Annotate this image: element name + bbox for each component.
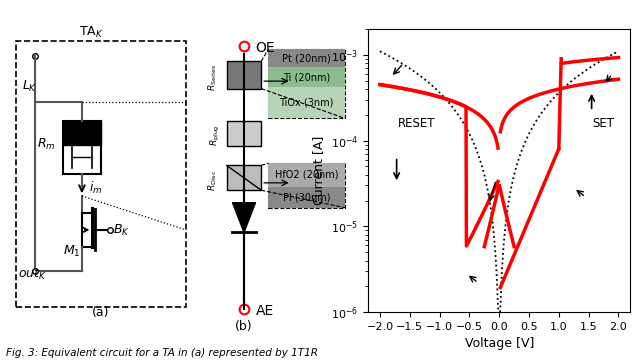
Bar xyxy=(227,61,261,89)
Y-axis label: Current [A]: Current [A] xyxy=(312,136,325,205)
X-axis label: Voltage [V]: Voltage [V] xyxy=(465,338,534,350)
Text: $i_m$: $i_m$ xyxy=(88,180,102,196)
Text: Pl (30nm): Pl (30nm) xyxy=(283,192,330,202)
Text: $out_K$: $out_K$ xyxy=(18,267,47,282)
Text: SET: SET xyxy=(593,117,614,130)
Text: $\mathrm{TA}_K$: $\mathrm{TA}_K$ xyxy=(79,25,104,40)
Bar xyxy=(269,187,345,208)
Bar xyxy=(227,166,261,190)
Text: (b): (b) xyxy=(235,321,253,334)
Text: Ti (20nm): Ti (20nm) xyxy=(283,72,330,82)
Text: $R_{\rm Series}$: $R_{\rm Series}$ xyxy=(207,64,220,91)
Bar xyxy=(269,49,345,68)
Text: $R_m$: $R_m$ xyxy=(36,136,55,152)
Text: (a): (a) xyxy=(92,306,109,319)
Bar xyxy=(227,121,261,146)
Text: Fig. 3: Equivalent circuit for a TA in (a) represented by 1T1R: Fig. 3: Equivalent circuit for a TA in (… xyxy=(6,348,319,358)
Text: $R_{\rm Disc}$: $R_{\rm Disc}$ xyxy=(207,170,220,191)
Bar xyxy=(269,163,345,187)
Text: Pt (20nm): Pt (20nm) xyxy=(282,53,331,63)
Text: RESET: RESET xyxy=(398,117,436,130)
Text: $R_{\rm plug}$: $R_{\rm plug}$ xyxy=(209,125,221,146)
Text: $L_K$: $L_K$ xyxy=(22,78,38,94)
Text: TiOx (3nm): TiOx (3nm) xyxy=(280,97,334,107)
Text: $M_1$: $M_1$ xyxy=(63,244,81,260)
Text: AE: AE xyxy=(255,303,274,318)
Text: $B_K$: $B_K$ xyxy=(113,223,130,238)
Text: HfO2 (20nm): HfO2 (20nm) xyxy=(275,170,339,180)
Bar xyxy=(269,68,345,87)
Polygon shape xyxy=(232,203,255,232)
Text: OE: OE xyxy=(255,41,275,55)
Bar xyxy=(63,121,101,145)
Bar xyxy=(269,87,345,118)
Bar xyxy=(63,121,101,174)
